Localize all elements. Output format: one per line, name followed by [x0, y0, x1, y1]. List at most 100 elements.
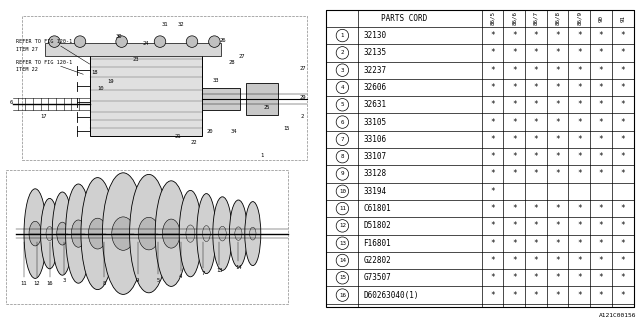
Text: *: * [512, 170, 516, 179]
Text: 2: 2 [301, 114, 304, 119]
Text: *: * [556, 83, 560, 92]
Text: F16801: F16801 [364, 239, 391, 248]
Text: *: * [620, 152, 625, 161]
Text: *: * [598, 117, 604, 127]
Text: 27: 27 [238, 53, 245, 59]
Text: *: * [556, 273, 560, 282]
Text: 30: 30 [115, 34, 122, 39]
Text: 1: 1 [260, 153, 264, 158]
Text: *: * [598, 291, 604, 300]
Circle shape [186, 36, 198, 47]
Text: *: * [556, 221, 560, 230]
Text: 86/7: 86/7 [533, 11, 538, 25]
Text: 11: 11 [339, 206, 346, 211]
Ellipse shape [81, 178, 115, 290]
Text: G22802: G22802 [364, 256, 391, 265]
Ellipse shape [230, 200, 248, 267]
Text: *: * [577, 221, 582, 230]
Text: 19: 19 [107, 79, 114, 84]
Text: 17: 17 [40, 114, 47, 119]
Text: *: * [620, 239, 625, 248]
Text: *: * [556, 256, 560, 265]
Text: *: * [490, 152, 495, 161]
Text: *: * [620, 83, 625, 92]
Text: *: * [577, 170, 582, 179]
Text: 33106: 33106 [364, 135, 387, 144]
Text: 4: 4 [179, 274, 182, 279]
Text: *: * [620, 66, 625, 75]
Text: *: * [534, 291, 538, 300]
Text: 21: 21 [174, 133, 181, 139]
Text: *: * [577, 204, 582, 213]
Ellipse shape [245, 202, 261, 266]
Text: *: * [490, 117, 495, 127]
Text: *: * [490, 273, 495, 282]
Ellipse shape [163, 219, 180, 248]
Text: *: * [512, 48, 516, 57]
Text: *: * [556, 291, 560, 300]
Text: 5: 5 [340, 102, 344, 107]
Text: *: * [620, 221, 625, 230]
Circle shape [49, 36, 60, 47]
Text: *: * [490, 31, 495, 40]
Ellipse shape [197, 194, 216, 274]
Text: 32606: 32606 [364, 83, 387, 92]
Text: 26: 26 [219, 37, 226, 43]
Circle shape [154, 36, 166, 47]
Text: *: * [512, 204, 516, 213]
Ellipse shape [88, 218, 107, 249]
Text: *: * [598, 256, 604, 265]
Text: 16: 16 [46, 281, 53, 286]
Text: *: * [490, 204, 495, 213]
Text: 1: 1 [340, 33, 344, 38]
Text: *: * [490, 83, 495, 92]
Text: *: * [598, 66, 604, 75]
Text: REFER TO FIG 120-1: REFER TO FIG 120-1 [16, 39, 72, 44]
Text: 86/9: 86/9 [577, 11, 582, 25]
Text: 32135: 32135 [364, 48, 387, 57]
Text: *: * [534, 239, 538, 248]
Text: 34: 34 [230, 129, 237, 134]
Text: *: * [598, 31, 604, 40]
Ellipse shape [102, 173, 144, 294]
Text: 13: 13 [216, 268, 223, 273]
Text: D60263040(1): D60263040(1) [364, 291, 419, 300]
Text: A121C00156: A121C00156 [599, 313, 637, 318]
Text: *: * [556, 170, 560, 179]
Text: 86/8: 86/8 [555, 11, 560, 25]
Text: 28: 28 [228, 60, 236, 65]
Text: 18: 18 [91, 69, 98, 75]
Ellipse shape [72, 220, 86, 247]
Text: *: * [556, 135, 560, 144]
Text: D51802: D51802 [364, 221, 391, 230]
Text: 7: 7 [202, 271, 205, 276]
Text: *: * [556, 100, 560, 109]
Text: 20: 20 [206, 129, 213, 134]
Ellipse shape [250, 227, 256, 240]
Ellipse shape [156, 181, 188, 286]
Text: ITEM 22: ITEM 22 [16, 67, 38, 72]
Text: *: * [534, 152, 538, 161]
Text: *: * [534, 48, 538, 57]
Text: REFER TO FIG 120-1: REFER TO FIG 120-1 [16, 60, 72, 65]
Text: *: * [620, 273, 625, 282]
Text: *: * [534, 256, 538, 265]
Text: 15: 15 [339, 275, 346, 280]
Text: 15: 15 [283, 125, 290, 131]
Text: *: * [598, 48, 604, 57]
Text: 3: 3 [340, 68, 344, 73]
Text: *: * [490, 100, 495, 109]
Text: C61801: C61801 [364, 204, 391, 213]
Bar [202, 88, 240, 110]
Text: 6: 6 [340, 120, 344, 124]
Text: *: * [534, 83, 538, 92]
Text: 3: 3 [62, 277, 66, 283]
Ellipse shape [130, 174, 168, 293]
Text: 32237: 32237 [364, 66, 387, 75]
Bar [45, 43, 221, 56]
Text: *: * [512, 83, 516, 92]
Text: 8: 8 [340, 154, 344, 159]
Text: 90: 90 [598, 15, 604, 22]
Ellipse shape [218, 226, 227, 241]
Ellipse shape [29, 221, 42, 246]
